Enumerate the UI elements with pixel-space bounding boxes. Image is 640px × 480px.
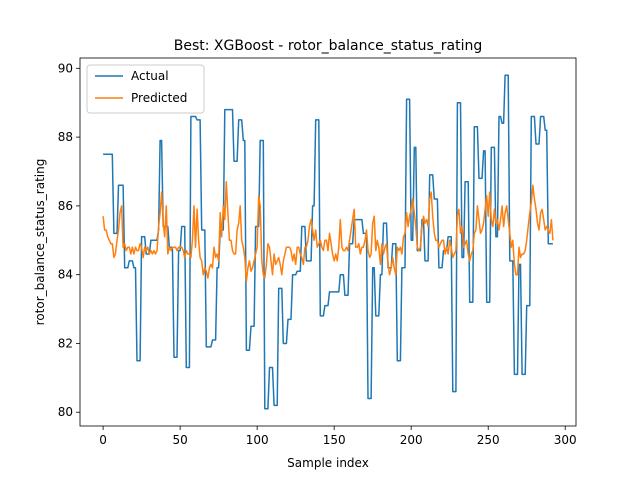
y-tick-label: 86 [58,199,73,213]
x-tick-label: 0 [99,433,107,447]
x-axis-ticks: 0 50 100 150 200 250 300 [99,426,577,447]
x-tick-label: 250 [477,433,500,447]
x-axis-label: Sample index [287,456,369,470]
series-line-predicted [102,181,554,283]
x-tick-label: 150 [323,433,346,447]
y-tick-label: 82 [58,336,73,350]
y-tick-label: 80 [58,405,73,419]
series-line-actual [103,74,553,410]
axes-frame [79,57,577,427]
x-tick-label: 200 [400,433,423,447]
legend-label-actual: Actual [131,69,169,83]
series-lines [102,74,554,410]
y-tick-label: 84 [58,268,73,282]
y-tick-label: 90 [58,61,73,75]
legend-box [86,64,205,114]
y-tick-label: 88 [58,130,73,144]
x-tick-label: 100 [246,433,269,447]
y-axis-ticks: 80 82 84 86 88 90 [58,61,80,419]
chart-title: Best: XGBoost - rotor_balance_status_rat… [174,38,483,54]
legend-label-predicted: Predicted [131,91,187,105]
legend: Actual Predicted [86,64,205,114]
x-tick-label: 300 [554,433,577,447]
y-axis-label: rotor_balance_status_rating [33,159,47,326]
x-tick-label: 50 [172,433,187,447]
plot-area [79,57,577,427]
